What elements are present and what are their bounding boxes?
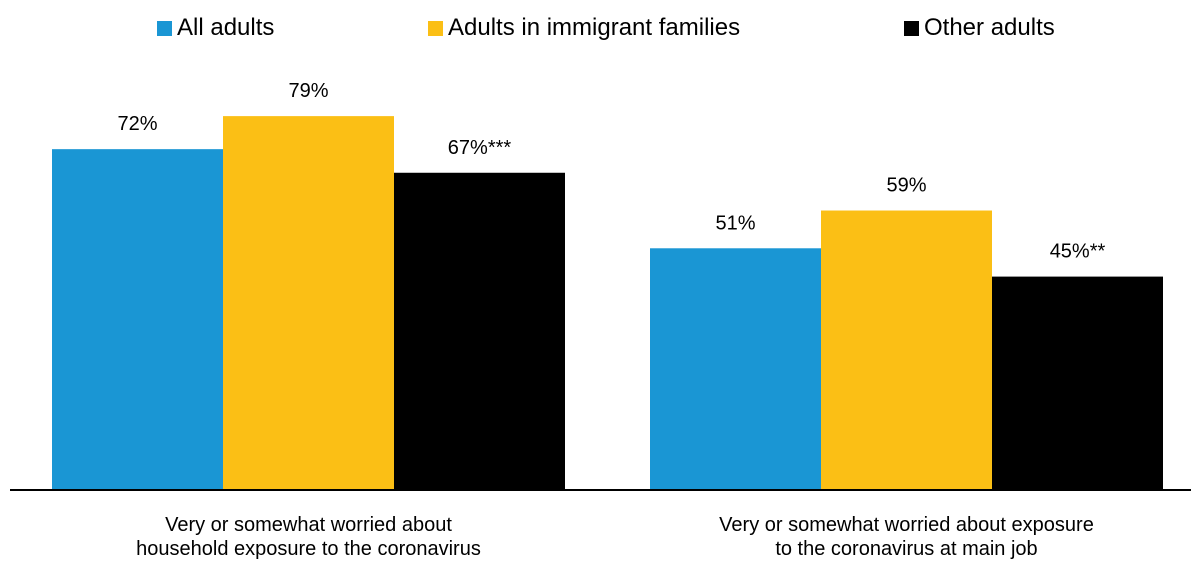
category-label-1: Very or somewhat worried about household … (136, 514, 481, 560)
legend-swatch-immigrant-families (428, 20, 443, 36)
legend-item-immigrant-families: Adults in immigrant families (428, 14, 740, 42)
category-label-2: Very or somewhat worried about exposure t… (719, 514, 1094, 560)
legend-label-immigrant-families: Adults in immigrant families (448, 14, 741, 41)
bar-immigrant-families-1 (223, 116, 394, 490)
value-label-immigrant-families-1: 79% (288, 80, 328, 102)
legend-label-all-adults: All adults (177, 14, 275, 41)
legend-swatch-all-adults (157, 20, 172, 36)
legend-swatch-other-adults (904, 20, 919, 36)
legend-label-other-adults: Other adults (924, 14, 1055, 41)
bar-immigrant-families-2 (821, 210, 992, 489)
bar-other-adults-2 (992, 276, 1163, 489)
bar-all-adults-1 (52, 149, 223, 489)
bar-all-adults-2 (650, 248, 821, 489)
value-label-other-adults-2: 45%** (1050, 241, 1106, 263)
legend-item-other-adults: Other adults (904, 14, 1055, 42)
value-label-other-adults-1: 67%*** (448, 137, 512, 159)
bar-other-adults-1 (394, 172, 565, 489)
legend: All adults Adults in immigrant families … (0, 14, 1191, 46)
value-label-all-adults-1: 72% (117, 113, 157, 135)
legend-item-all-adults: All adults (157, 14, 274, 42)
value-label-all-adults-2: 51% (715, 212, 755, 234)
value-label-immigrant-families-2: 59% (886, 175, 926, 197)
